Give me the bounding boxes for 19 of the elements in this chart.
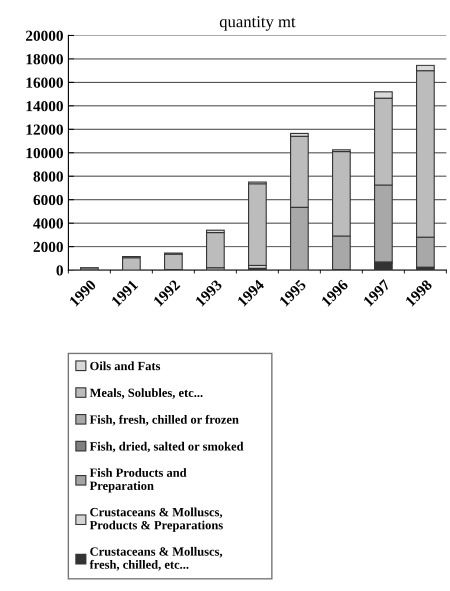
chart-title: quantity mt <box>220 16 296 31</box>
legend-label: Fish Products and Preparation <box>90 468 186 493</box>
y-tick-label: 0 <box>56 265 63 276</box>
legend-label: Fish, dried, salted or smoked <box>90 442 244 452</box>
legend-label: Crustaceans & Molluscs, fresh, chilled, etc... <box>90 546 222 571</box>
y-tick-label: 18000 <box>26 54 63 64</box>
y-tick-label: 20000 <box>26 30 63 41</box>
y-tick-label: 4000 <box>33 218 63 229</box>
y-tick-label: 14000 <box>26 100 63 112</box>
y-tick-label: 2000 <box>34 242 63 252</box>
legend-label: Meals, Solubles, etc... <box>90 388 203 399</box>
legend-label: Oils and Fats <box>90 361 160 370</box>
y-tick-label: 16000 <box>26 78 63 88</box>
y-tick-label: 12000 <box>26 124 63 135</box>
legend-label: Fish, fresh, chilled or frozen <box>90 414 239 426</box>
y-tick-label: 10000 <box>26 148 63 158</box>
y-tick-label: 6000 <box>34 194 63 206</box>
y-tick-label: 8000 <box>33 171 63 182</box>
legend-label: Crustaceans & Molluscs, Products & Preparations <box>90 508 223 532</box>
